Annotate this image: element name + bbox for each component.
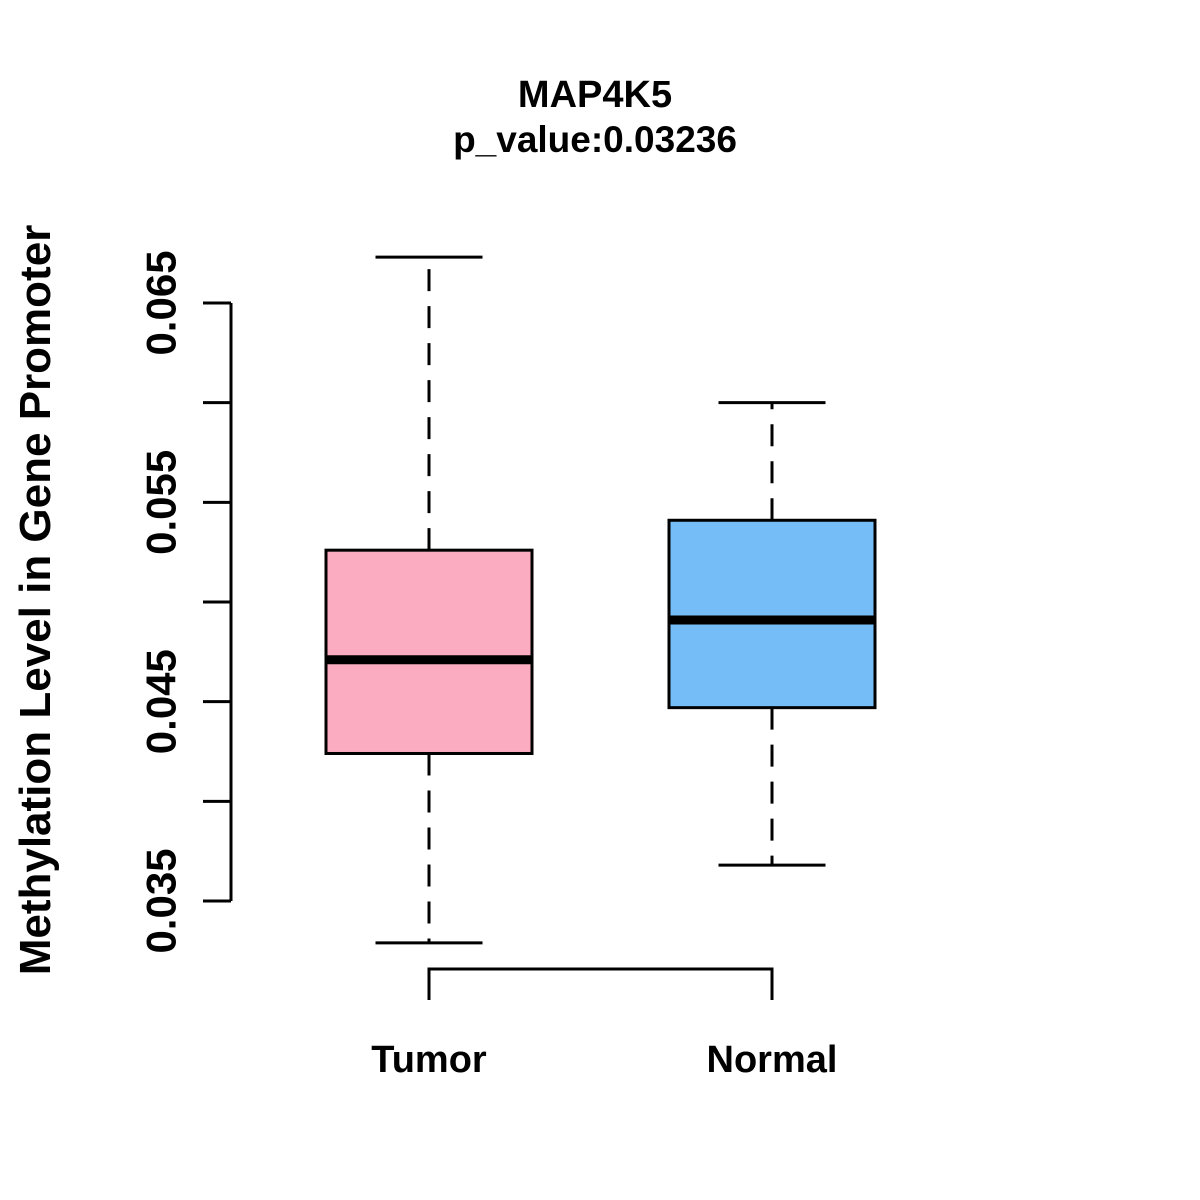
comparison-bracket <box>427 967 774 1000</box>
y-axis-tick-label: 0.045 <box>138 649 185 754</box>
chart-title: MAP4K5 <box>517 74 673 116</box>
x-category-label-tumor: Tumor <box>371 1039 487 1081</box>
y-axis-title: Methylation Level in Gene Promoter <box>11 224 60 976</box>
y-axis-tick-label: 0.065 <box>138 250 185 355</box>
iqr-box-tumor <box>324 548 534 755</box>
x-category-label-normal: Normal <box>707 1039 838 1081</box>
chart-subtitle-pvalue: p_value:0.03236 <box>453 119 737 160</box>
y-axis-tick-label: 0.055 <box>138 450 185 555</box>
y-axis-tick-label: 0.035 <box>138 848 185 953</box>
iqr-box-normal <box>667 518 877 710</box>
